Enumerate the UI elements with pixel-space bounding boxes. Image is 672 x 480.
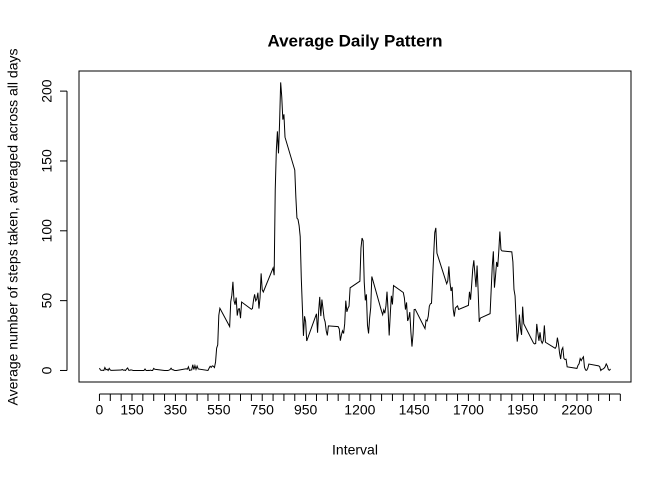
x-tick-label: 1950 — [507, 402, 538, 418]
y-tick-label: 50 — [39, 293, 55, 309]
data-line — [99, 82, 611, 372]
y-tick-label: 0 — [39, 366, 55, 374]
plot-box — [78, 70, 632, 383]
x-tick-label: 550 — [207, 402, 231, 418]
y-tick-label: 200 — [39, 79, 55, 103]
x-tick-label: 1200 — [344, 402, 375, 418]
x-tick-label: 350 — [164, 402, 188, 418]
chart-title: Average Daily Pattern — [267, 31, 442, 50]
x-tick-label: 950 — [294, 402, 318, 418]
x-tick-label: 750 — [251, 402, 275, 418]
y-axis-label: Average number of steps taken, averaged … — [5, 49, 21, 406]
x-tick-label: 1450 — [399, 402, 430, 418]
x-tick-label: 1700 — [453, 402, 484, 418]
y-tick-label: 150 — [39, 149, 55, 173]
x-tick-label: 0 — [96, 402, 104, 418]
x-axis-label: Interval — [332, 442, 378, 458]
x-tick-label: 150 — [120, 402, 144, 418]
x-tick-label: 2200 — [561, 402, 592, 418]
y-tick-label: 100 — [39, 219, 55, 243]
